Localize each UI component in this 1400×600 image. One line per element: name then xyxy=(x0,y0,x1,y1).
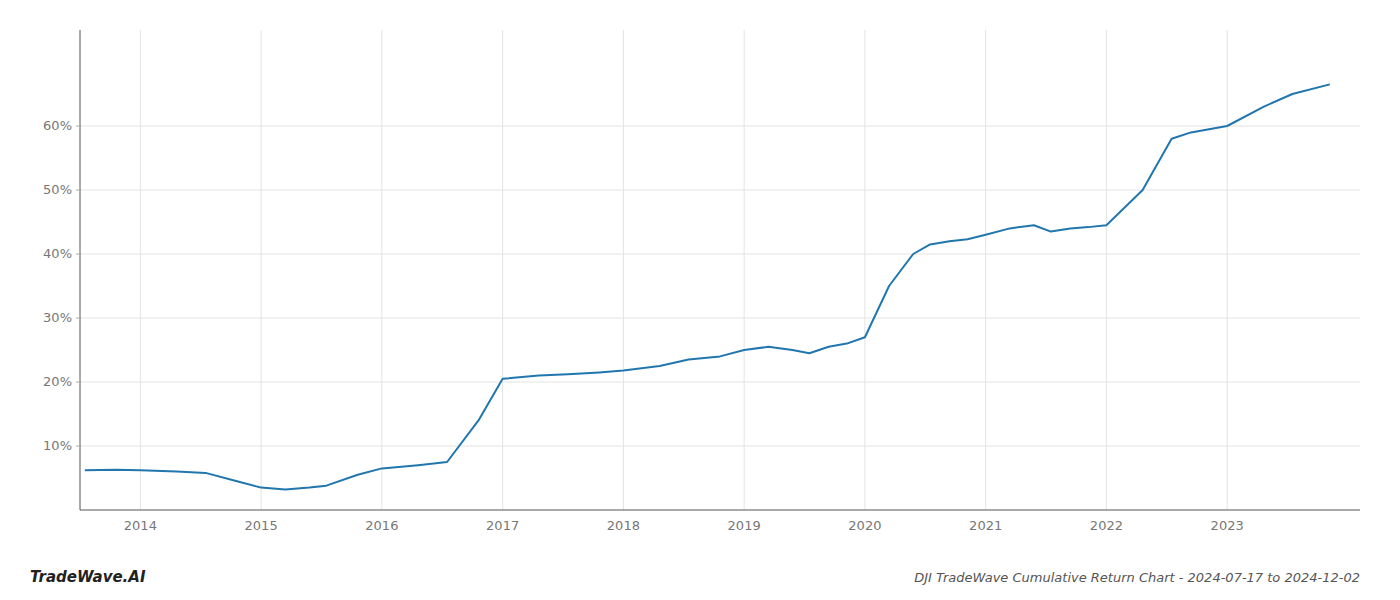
grid-line-x xyxy=(502,30,503,510)
y-tick xyxy=(76,382,80,383)
grid-line-x xyxy=(1227,30,1228,510)
grid-line-x xyxy=(864,30,865,510)
grid xyxy=(80,30,1360,510)
grid-line-y xyxy=(80,318,1360,319)
y-tick xyxy=(76,446,80,447)
y-tick-label: 40% xyxy=(43,246,72,261)
y-tick-label: 60% xyxy=(43,118,72,133)
grid-line-x xyxy=(985,30,986,510)
x-tick-label: 2016 xyxy=(365,518,398,533)
x-tick-label: 2015 xyxy=(245,518,278,533)
plot-area xyxy=(85,84,1330,489)
grid-line-x xyxy=(744,30,745,510)
x-tick-label: 2022 xyxy=(1090,518,1123,533)
y-tick xyxy=(76,126,80,127)
x-axis-line xyxy=(80,510,1360,511)
y-axis-line xyxy=(80,30,81,510)
x-tick-label: 2017 xyxy=(486,518,519,533)
grid-line-y xyxy=(80,254,1360,255)
grid-line-x xyxy=(140,30,141,510)
x-tick-label: 2020 xyxy=(848,518,881,533)
title: DJI TradeWave Cumulative Return Chart - … xyxy=(914,570,1360,585)
x-tick-label: 2018 xyxy=(607,518,640,533)
y-tick xyxy=(76,254,80,255)
background xyxy=(0,0,1400,600)
y-tick-label: 20% xyxy=(43,374,72,389)
x-tick-label: 2023 xyxy=(1211,518,1244,533)
grid-line-x xyxy=(1106,30,1107,510)
y-tick-label: 50% xyxy=(43,182,72,197)
y-tick-label: 30% xyxy=(43,310,72,325)
y-tick-label: 10% xyxy=(43,438,72,453)
chart: 10% 20% 30% 40% 50% 60% 2014 2015 2016 2017 2018 20… xyxy=(0,0,1400,600)
x-tick-label: 2014 xyxy=(124,518,157,533)
x-tick-label: 2019 xyxy=(728,518,761,533)
watermark: TradeWave.AI xyxy=(30,568,146,586)
y-tick xyxy=(76,190,80,191)
grid-line-y xyxy=(80,382,1360,383)
line xyxy=(85,84,1330,489)
y-tick xyxy=(76,318,80,319)
grid-line-y xyxy=(80,126,1360,127)
grid-line-x xyxy=(623,30,624,510)
grid-line-x xyxy=(261,30,262,510)
grid-line-y xyxy=(80,446,1360,447)
grid-line-x xyxy=(381,30,382,510)
x-tick-label: 2021 xyxy=(969,518,1002,533)
grid-line-y xyxy=(80,190,1360,191)
